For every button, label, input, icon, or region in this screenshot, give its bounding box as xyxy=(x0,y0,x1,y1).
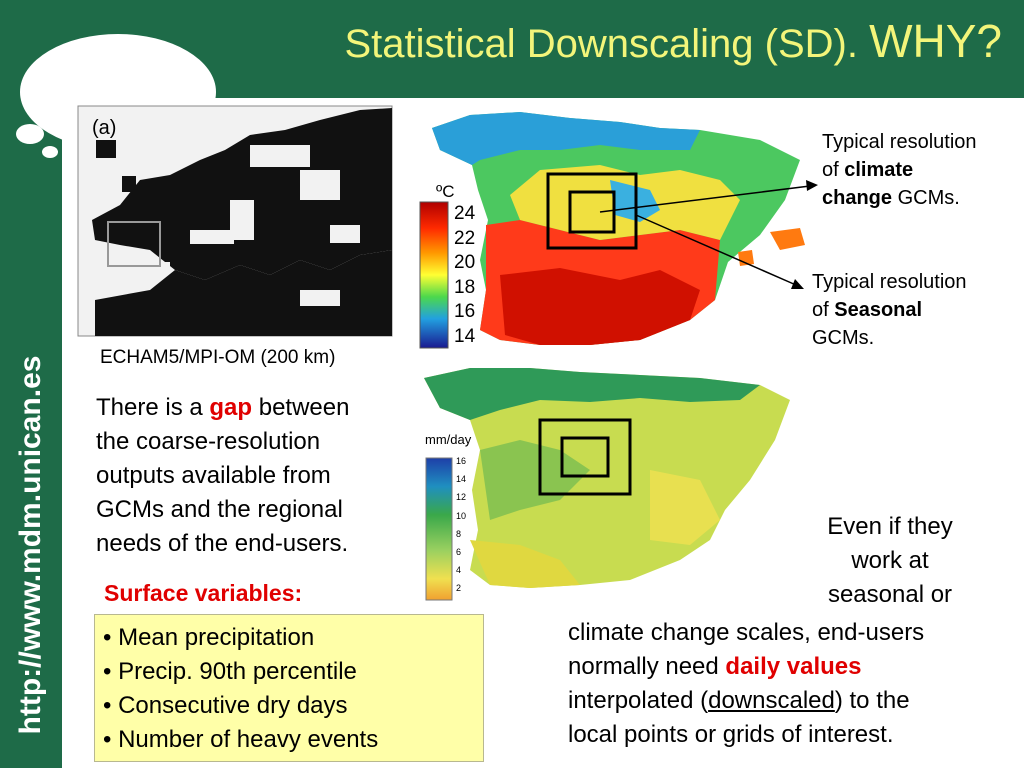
paragraph-line: the coarse-resolution xyxy=(96,428,321,455)
tick-label: 2 xyxy=(456,583,462,594)
temperature-ticks: 24 22 20 18 16 14 xyxy=(454,202,494,350)
paragraph-line: seasonal or xyxy=(827,581,953,608)
surface-variables-box: • Mean precipitation • Precip. 90th perc… xyxy=(94,614,484,762)
downscaled-underline: downscaled xyxy=(708,687,835,714)
tick-label: 20 xyxy=(454,252,476,274)
coarse-europe-map xyxy=(77,105,393,337)
daily-values-highlight: daily values xyxy=(725,653,862,680)
tick-label: 16 xyxy=(456,456,467,466)
text: between xyxy=(252,394,350,421)
paragraph-line: local points or grids of interest. xyxy=(568,721,894,748)
annotation-text: of xyxy=(812,299,835,321)
temperature-map-spain xyxy=(432,112,805,345)
paragraph-line: normally need daily values xyxy=(568,650,924,684)
tick-label: 12 xyxy=(456,492,467,503)
gap-paragraph: There is a gap between the coarse-resolu… xyxy=(96,391,349,561)
title-main: Statistical Downscaling (SD). xyxy=(344,22,858,66)
annotation-line: GCMs. xyxy=(812,327,875,349)
tick-label: 10 xyxy=(456,510,467,521)
paragraph-line: There is a gap between xyxy=(96,391,349,425)
map-caption: ECHAM5/MPI-OM (200 km) xyxy=(100,347,336,368)
sidebar-url[interactable]: http://www.mdm.unican.es xyxy=(14,355,47,735)
precipitation-map-spain xyxy=(424,368,790,588)
tick-label: 6 xyxy=(456,547,462,558)
paragraph-line: Even if they xyxy=(827,513,953,540)
tick-label: 14 xyxy=(456,474,467,485)
annotation-line: of Seasonal xyxy=(812,296,967,324)
temperature-colorbar xyxy=(419,201,449,349)
tick-label: 14 xyxy=(454,325,476,347)
paragraph-line: outputs available from xyxy=(96,462,331,489)
paragraph-line: interpolated (downscaled) to the xyxy=(568,684,924,718)
even-paragraph-body: climate change scales, end-users normall… xyxy=(568,616,924,752)
annotation-line: of climate xyxy=(822,156,977,184)
annotation-bold: climate xyxy=(844,159,914,181)
list-item: • Precip. 90th percentile xyxy=(103,658,357,685)
temperature-unit: ºC xyxy=(436,182,455,201)
arrow-icon xyxy=(599,180,818,289)
panel-label: (a) xyxy=(92,117,117,139)
tick-label: 8 xyxy=(456,528,462,539)
annotation-bold: Seasonal xyxy=(834,299,923,321)
text: normally need xyxy=(568,653,726,680)
text: There is a xyxy=(96,394,210,421)
page-title: Statistical Downscaling (SD). WHY? xyxy=(344,14,1002,68)
paragraph-line: climate change scales, end-users xyxy=(568,619,925,646)
list-item: • Mean precipitation xyxy=(103,624,315,651)
climate-annotation: Typical resolution of climate change GCM… xyxy=(822,128,977,212)
tick-label: 16 xyxy=(454,301,476,323)
text: interpolated ( xyxy=(568,687,709,714)
even-paragraph-head: Even if they work at seasonal or xyxy=(760,510,1020,612)
title-why: WHY? xyxy=(869,15,1002,67)
seasonal-annotation: Typical resolution of Seasonal GCMs. xyxy=(812,268,967,352)
precipitation-unit: mm/day xyxy=(425,432,472,447)
precipitation-ticks: 16 14 12 10 8 6 4 2 xyxy=(456,452,486,598)
text: ) to the xyxy=(834,687,910,714)
annotation-line: Typical resolution xyxy=(812,271,967,293)
annotation-text: GCMs. xyxy=(892,187,960,209)
list-item: • Consecutive dry days xyxy=(103,692,348,719)
paragraph-line: needs of the end-users. xyxy=(96,530,349,557)
annotation-text: of xyxy=(822,159,845,181)
tick-label: 18 xyxy=(454,276,476,298)
tick-label: 4 xyxy=(456,565,462,576)
annotation-line: change GCMs. xyxy=(822,184,977,212)
precipitation-colorbar xyxy=(425,457,453,601)
gap-highlight: gap xyxy=(209,394,253,421)
surface-heading: Surface variables: xyxy=(104,580,303,606)
list-item: • Number of heavy events xyxy=(103,726,379,753)
annotation-bold: change xyxy=(822,187,893,209)
paragraph-line: GCMs and the regional xyxy=(96,496,343,523)
tick-label: 22 xyxy=(454,227,476,249)
tick-label: 24 xyxy=(454,203,476,224)
paragraph-line: work at xyxy=(851,547,929,574)
annotation-line: Typical resolution xyxy=(822,131,977,153)
